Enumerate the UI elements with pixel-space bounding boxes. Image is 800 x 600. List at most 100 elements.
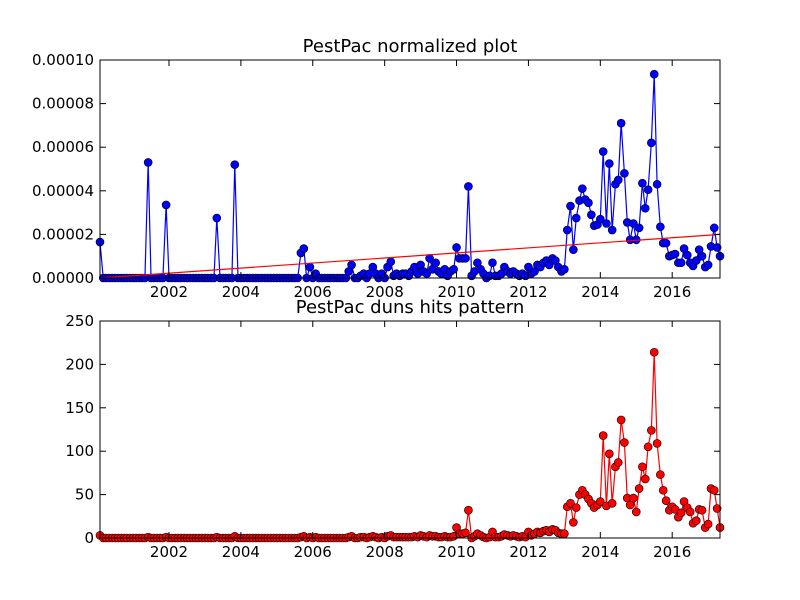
data-point: [625, 500, 635, 510]
data-point: [661, 496, 671, 505]
data-point: [587, 210, 596, 220]
x-tick-label: 2010: [437, 283, 475, 301]
data-point: [571, 503, 581, 512]
y-tick-label: 0.00006: [32, 138, 94, 156]
data-point: [596, 497, 605, 506]
series-line: [100, 233, 720, 278]
data-point: [709, 485, 719, 495]
y-tick-label: 100: [65, 442, 94, 460]
data-point: [212, 213, 222, 223]
data-point: [230, 160, 240, 169]
axes-frame: [99, 59, 721, 279]
data-point: [386, 257, 396, 266]
x-tick-label: 2008: [366, 543, 404, 561]
data-point: [461, 528, 470, 538]
data-point: [647, 426, 656, 435]
data-point: [656, 222, 665, 232]
y-tick-label: 0.00010: [32, 51, 94, 69]
data-point: [560, 529, 569, 538]
x-tick-label: 2006: [294, 543, 332, 561]
data-point: [712, 243, 722, 252]
data-point: [464, 182, 473, 191]
x-tick-label: 2012: [509, 283, 547, 301]
y-tick-label: 0.00002: [32, 225, 94, 243]
chart-title: PestPac duns hits pattern: [296, 297, 524, 318]
data-point: [691, 516, 701, 525]
y-tick-label: 0.00004: [32, 182, 94, 200]
data-point: [649, 347, 659, 357]
data-point: [431, 258, 440, 268]
data-point: [452, 243, 461, 252]
x-tick-label: 2002: [150, 543, 188, 561]
data-point: [604, 159, 614, 168]
data-point: [629, 493, 638, 503]
plot-area: [100, 60, 720, 278]
data-point: [652, 439, 662, 448]
data-point: [658, 485, 668, 495]
data-point: [643, 442, 653, 452]
data-point: [638, 178, 647, 188]
y-tick-label: 0.00008: [32, 95, 94, 113]
data-point: [566, 498, 575, 508]
x-tick-label: 2012: [509, 543, 547, 561]
axes-frame: [99, 320, 721, 539]
data-point: [566, 201, 575, 211]
data-point: [464, 505, 473, 515]
data-point: [691, 256, 701, 265]
data-point: [638, 462, 647, 472]
x-tick-label: 2004: [222, 283, 260, 301]
data-point: [305, 262, 315, 272]
data-point: [604, 449, 614, 459]
data-point: [661, 238, 671, 248]
data-point: [488, 258, 497, 268]
data-point: [631, 507, 641, 517]
data-point: [697, 505, 707, 515]
data-point: [596, 214, 605, 224]
data-point: [670, 249, 680, 259]
data-point: [634, 484, 644, 493]
data-point: [703, 260, 713, 270]
data-point: [634, 223, 644, 233]
x-tick-label: 2016: [653, 283, 691, 301]
data-point: [703, 519, 713, 529]
x-tick-label: 2010: [437, 543, 475, 561]
data-point: [598, 147, 608, 156]
data-point: [616, 118, 626, 128]
data-point: [647, 138, 656, 148]
data-point: [347, 260, 356, 270]
data-point: [676, 508, 686, 518]
x-tick-label: 2002: [150, 283, 188, 301]
x-tick-label: 2004: [222, 543, 260, 561]
data-point: [461, 254, 470, 263]
data-point: [709, 223, 719, 233]
y-tick-label: 150: [65, 399, 94, 417]
chart-title: PestPac normalized plot: [303, 36, 518, 57]
data-point: [299, 244, 309, 253]
data-point: [584, 198, 593, 208]
data-point: [682, 250, 692, 260]
data-point: [620, 169, 629, 178]
data-point: [571, 213, 581, 223]
data-point: [640, 474, 650, 484]
data-point: [656, 470, 665, 479]
data-point: [643, 185, 653, 195]
x-tick-label: 2016: [653, 543, 691, 561]
data-point: [560, 264, 569, 274]
data-point: [569, 518, 578, 527]
data-point: [685, 507, 695, 517]
data-point: [569, 245, 578, 254]
data-point: [629, 219, 638, 228]
data-point: [620, 438, 629, 447]
data-point: [143, 158, 153, 167]
data-point: [598, 431, 608, 440]
y-tick-label: 250: [65, 312, 94, 330]
data-point: [640, 203, 650, 213]
data-point: [676, 258, 686, 268]
data-point: [649, 69, 659, 79]
data-point: [607, 225, 617, 235]
data-point: [697, 251, 707, 261]
data-point: [578, 184, 587, 193]
data-point: [712, 504, 722, 513]
